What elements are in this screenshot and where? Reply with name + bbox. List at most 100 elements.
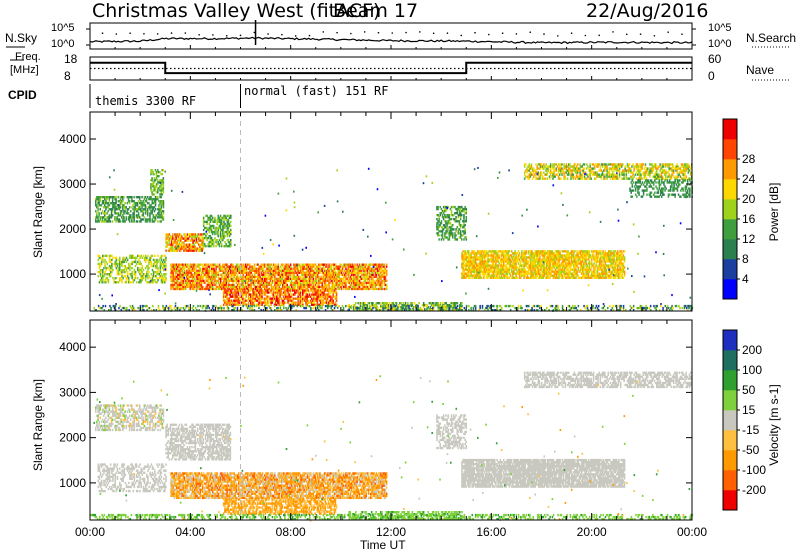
data-cell [266,263,268,266]
data-cell [250,289,252,292]
data-cell [490,252,493,255]
data-cell [205,220,207,224]
data-cell [361,275,363,279]
data-cell [135,202,138,205]
data-cell [178,263,180,266]
data-cell [114,202,116,205]
data-cell [205,263,207,266]
data-cell [121,281,123,284]
data-cell [242,283,245,287]
data-cell [224,275,226,279]
data-cell [206,267,208,270]
data-cell [134,264,137,268]
data-cell [181,265,184,268]
data-cell [232,281,234,285]
data-cell [208,243,211,246]
data-cell [301,267,303,270]
data-cell [171,265,173,268]
data-cell [288,285,291,289]
data-cell [347,281,350,285]
data-cell [281,293,284,296]
data-cell [309,275,311,279]
data-cell [189,279,192,283]
data-cell [214,277,216,281]
data-cell [286,271,289,274]
data-cell [465,218,468,221]
data-cell [119,258,121,262]
data-cell [100,279,103,282]
data-cell [222,228,224,232]
data-cell [225,279,228,283]
data-cell [206,214,208,218]
data-cell [183,243,185,246]
data-cell [97,208,99,211]
data-cell [102,202,105,205]
data-cell [310,279,312,283]
data-cell [178,239,181,242]
data-cell [324,285,327,289]
data-cell [217,241,220,244]
data-cell [223,218,225,222]
data-cell [183,233,185,236]
data-cell [233,285,236,289]
data-cell [144,277,147,280]
data-cell [285,269,287,272]
data-cell [309,285,311,289]
data-cell [171,277,173,281]
data-cell [162,169,165,172]
data-cell [464,205,466,209]
data-cell [132,281,135,284]
data-cell [302,277,304,281]
data-cell [449,222,452,225]
data-cell [182,265,185,268]
data-cell [172,275,175,279]
data-cell [155,175,158,178]
data-cell [254,269,257,272]
data-cell [225,283,228,287]
data-cell [313,295,315,298]
data-cell [136,202,139,205]
data-cell [269,295,271,298]
data-cell [227,289,230,292]
data-cell [330,287,333,291]
data-cell [205,236,207,240]
data-cell [158,273,161,276]
data-cell [328,287,330,291]
data-cell [193,235,196,238]
data-cell [322,285,325,289]
data-cell [101,220,104,223]
data-cell [98,200,100,203]
data-cell [345,265,347,268]
data-cell [170,275,172,279]
data-cell [219,269,222,272]
data-cell [146,208,149,211]
data-cell [344,283,346,287]
data-cell [225,281,228,285]
data-cell [301,285,303,289]
data-cell [221,275,223,279]
data-cell [104,198,106,201]
data-cell [195,267,197,270]
data-cell [217,220,220,224]
data-cell [260,287,263,291]
data-cell [152,270,155,274]
data-cell [163,279,165,282]
data-cell [131,260,133,264]
data-cell [242,289,244,292]
data-cell [268,263,271,266]
data-cell [337,275,339,279]
data-cell [215,226,217,230]
data-cell [223,222,225,226]
data-cell [119,277,121,280]
data-cell [122,196,124,199]
data-cell [224,263,226,266]
data-cell [230,228,232,232]
data-cell [338,279,341,283]
data-cell [151,268,154,272]
data-cell [159,189,161,192]
data-cell [198,283,201,287]
data-cell [151,185,153,188]
data-cell [282,273,284,276]
data-cell [226,224,229,228]
data-cell [205,271,207,274]
